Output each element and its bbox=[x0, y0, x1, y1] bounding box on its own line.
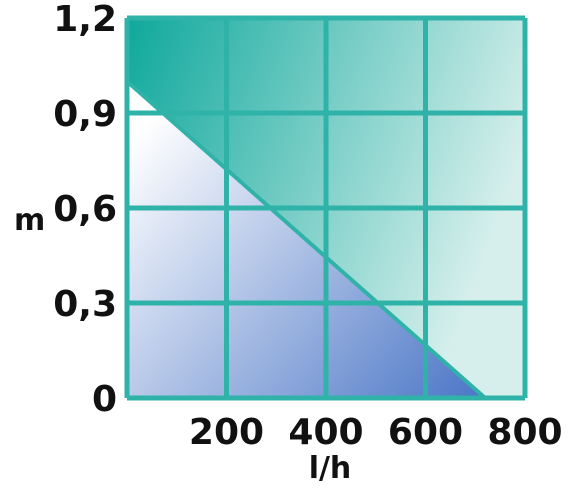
y-axis-label: m bbox=[14, 203, 45, 238]
y-tick-label: 0,3 bbox=[53, 284, 117, 325]
performance-curve bbox=[125, 79, 487, 400]
x-tick-label: 800 bbox=[487, 412, 562, 453]
grid bbox=[124, 15, 528, 401]
x-axis-ticks: 200 400 600 800 bbox=[189, 412, 563, 453]
y-tick-label: 0 bbox=[92, 379, 117, 420]
y-tick-label: 1,2 bbox=[53, 0, 117, 40]
x-tick-label: 400 bbox=[288, 412, 363, 453]
y-axis-ticks: 0 0,3 0,6 0,9 1,2 bbox=[53, 0, 117, 420]
x-axis-label: l/h bbox=[309, 451, 352, 486]
y-tick-label: 0,6 bbox=[53, 189, 117, 230]
x-tick-label: 200 bbox=[189, 412, 264, 453]
plot-area bbox=[124, 15, 528, 401]
y-tick-label: 0,9 bbox=[53, 94, 117, 135]
x-tick-label: 600 bbox=[388, 412, 463, 453]
